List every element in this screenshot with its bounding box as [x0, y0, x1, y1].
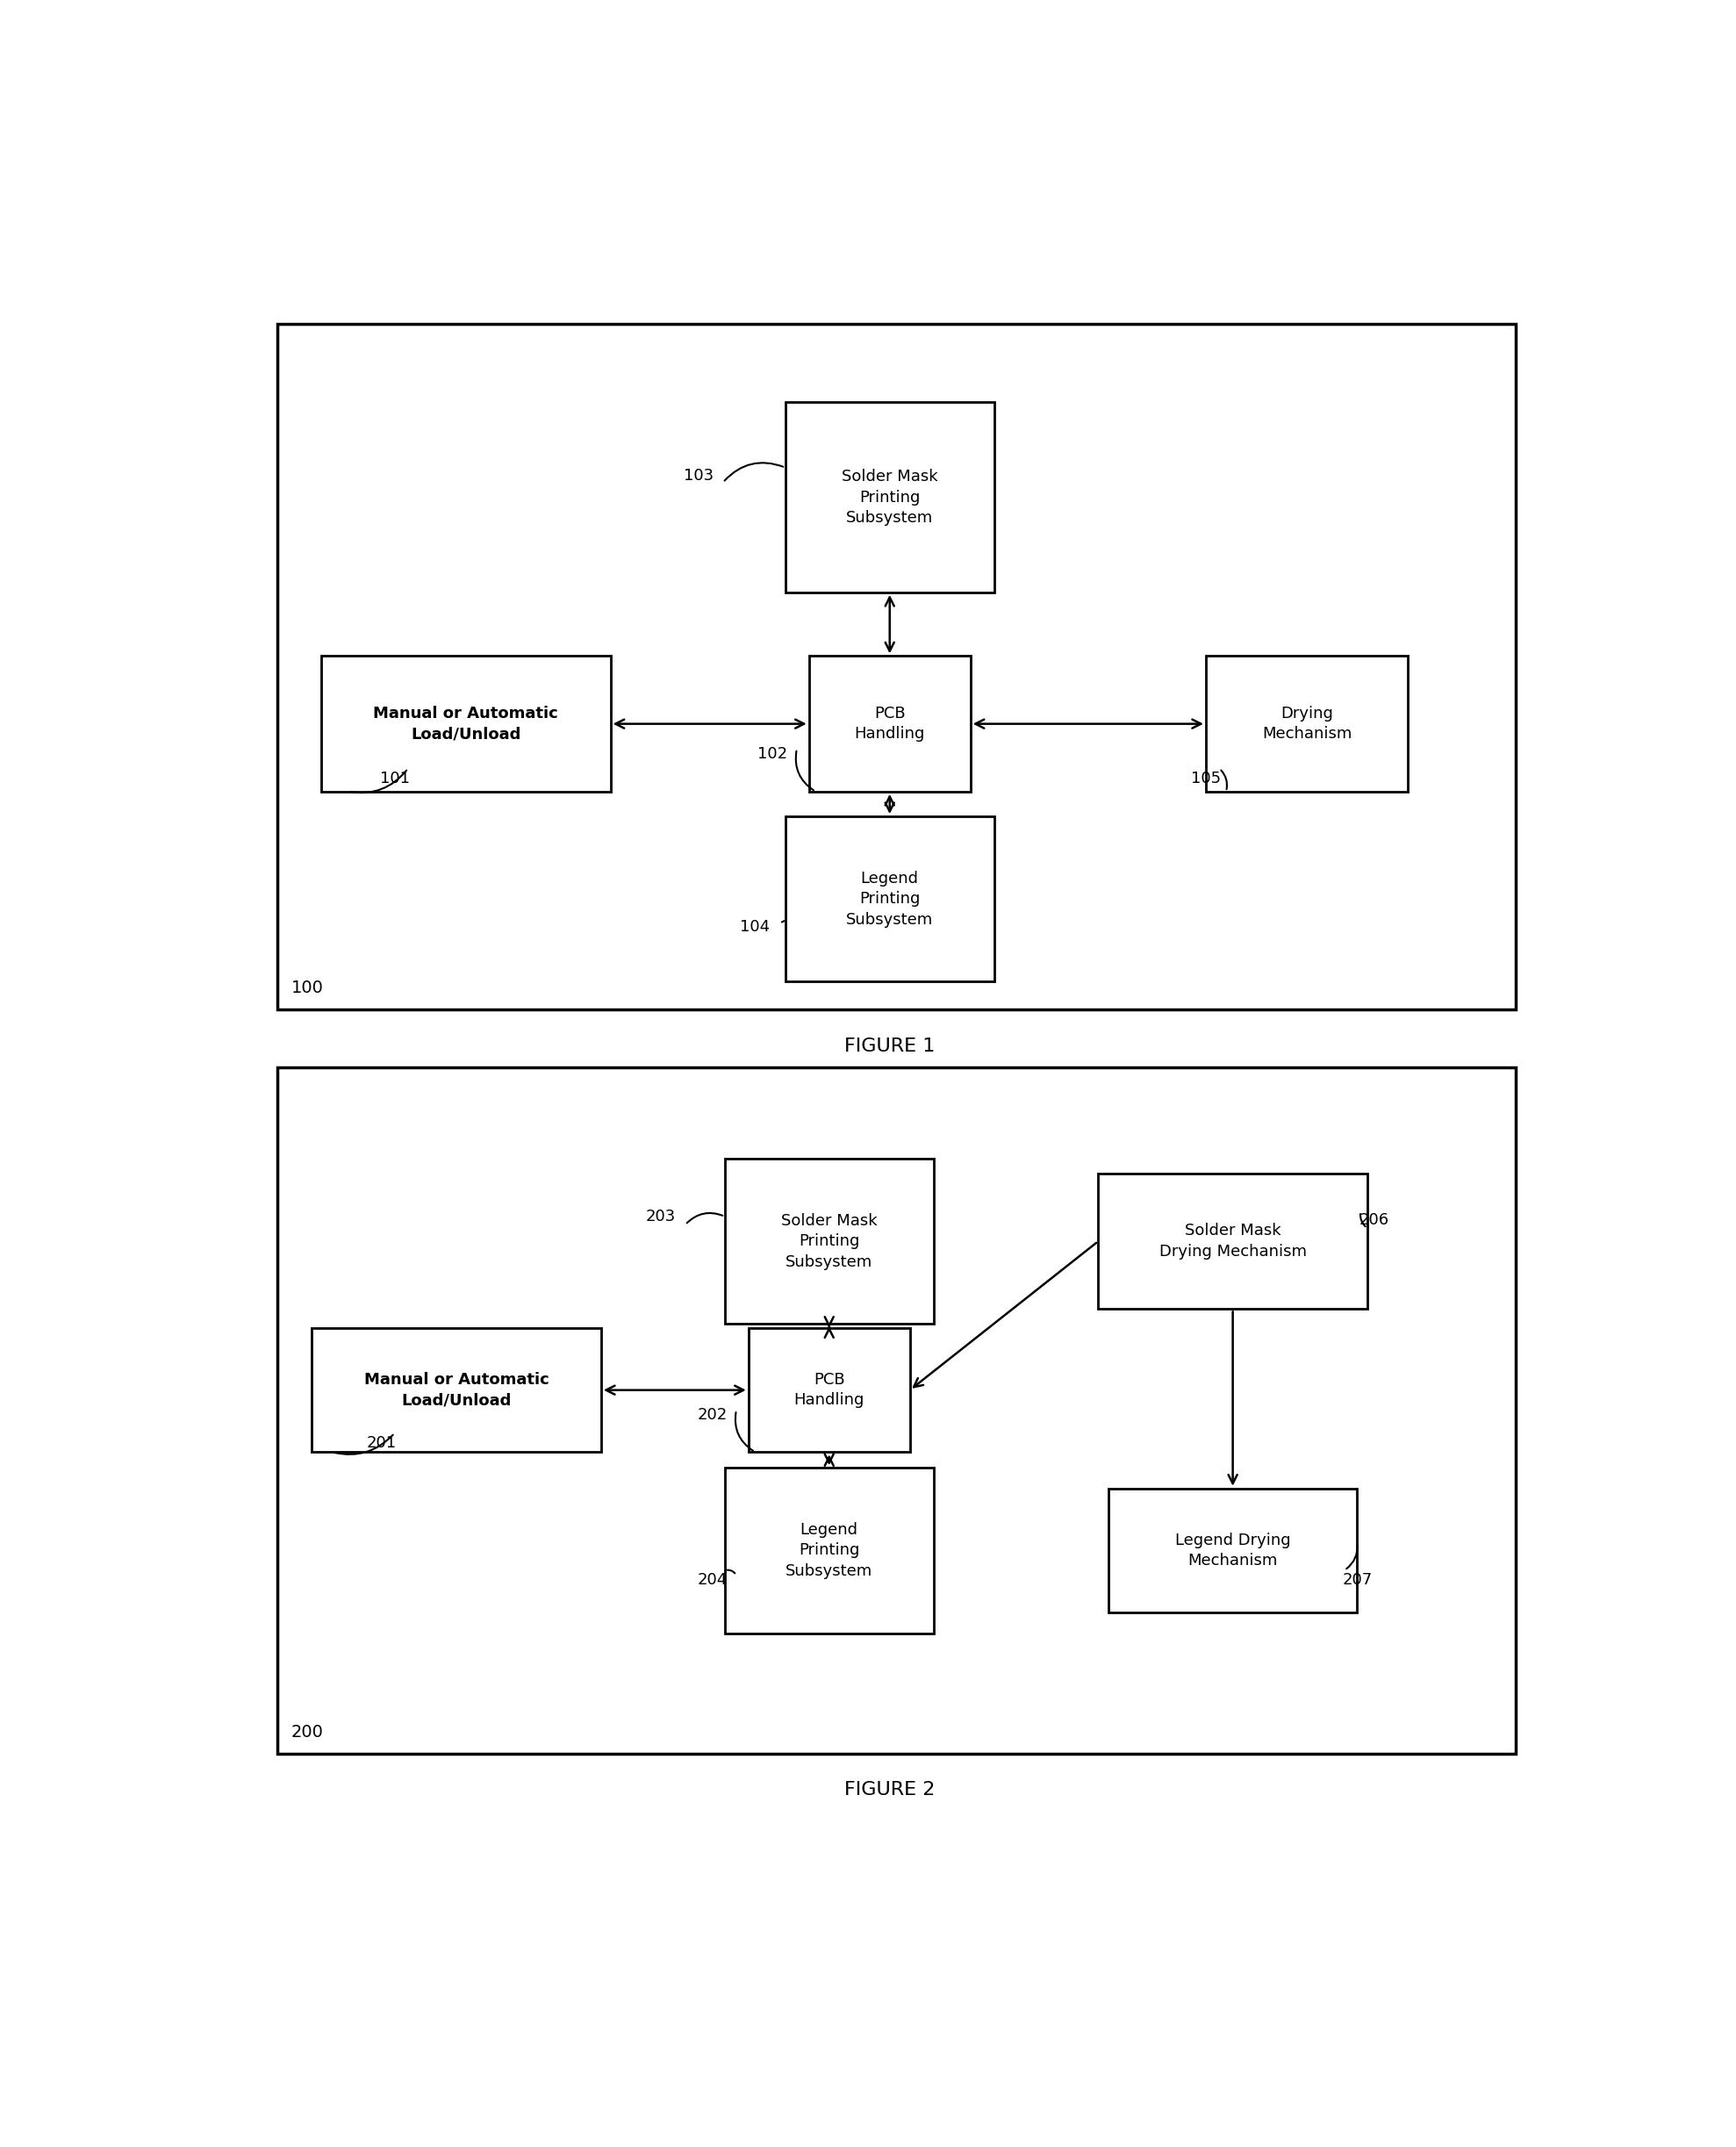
Bar — [748, 1329, 910, 1451]
Text: 207: 207 — [1344, 1572, 1373, 1589]
Text: 102: 102 — [757, 745, 788, 762]
Bar — [1207, 657, 1408, 792]
Text: PCB
Handling: PCB Handling — [854, 706, 925, 743]
Text: Solder Mask
Drying Mechanism: Solder Mask Drying Mechanism — [1160, 1224, 1307, 1260]
Text: Drying
Mechanism: Drying Mechanism — [1262, 706, 1352, 743]
Bar — [321, 657, 611, 792]
Bar — [1099, 1174, 1368, 1310]
Text: 103: 103 — [684, 468, 713, 483]
Bar — [726, 1469, 934, 1634]
Text: 202: 202 — [698, 1406, 727, 1423]
Text: 200: 200 — [292, 1724, 323, 1741]
Text: 204: 204 — [698, 1572, 727, 1589]
Bar — [278, 1067, 1516, 1754]
Text: 206: 206 — [1359, 1211, 1389, 1228]
Bar — [1108, 1488, 1358, 1612]
Text: Legend Drying
Mechanism: Legend Drying Mechanism — [1175, 1533, 1290, 1569]
Text: FIGURE 2: FIGURE 2 — [844, 1782, 936, 1799]
Bar — [785, 816, 995, 981]
Text: PCB
Handling: PCB Handling — [793, 1372, 865, 1408]
Text: 104: 104 — [740, 919, 771, 936]
Bar — [809, 657, 970, 792]
Text: Manual or Automatic
Load/Unload: Manual or Automatic Load/Unload — [365, 1372, 549, 1408]
Text: 105: 105 — [1191, 771, 1220, 786]
Text: Legend
Printing
Subsystem: Legend Printing Subsystem — [845, 870, 934, 928]
Text: 203: 203 — [646, 1209, 675, 1224]
Bar — [726, 1159, 934, 1325]
Text: FIGURE 1: FIGURE 1 — [844, 1037, 936, 1054]
Text: Legend
Printing
Subsystem: Legend Printing Subsystem — [786, 1522, 873, 1578]
Text: Manual or Automatic
Load/Unload: Manual or Automatic Load/Unload — [373, 706, 559, 743]
Bar — [785, 401, 995, 593]
Text: Solder Mask
Printing
Subsystem: Solder Mask Printing Subsystem — [781, 1213, 877, 1269]
Bar — [312, 1329, 601, 1451]
Text: Solder Mask
Printing
Subsystem: Solder Mask Printing Subsystem — [842, 468, 937, 526]
Text: 101: 101 — [380, 771, 410, 786]
Text: 201: 201 — [366, 1434, 396, 1451]
Bar — [278, 324, 1516, 1009]
Text: 100: 100 — [292, 979, 323, 996]
